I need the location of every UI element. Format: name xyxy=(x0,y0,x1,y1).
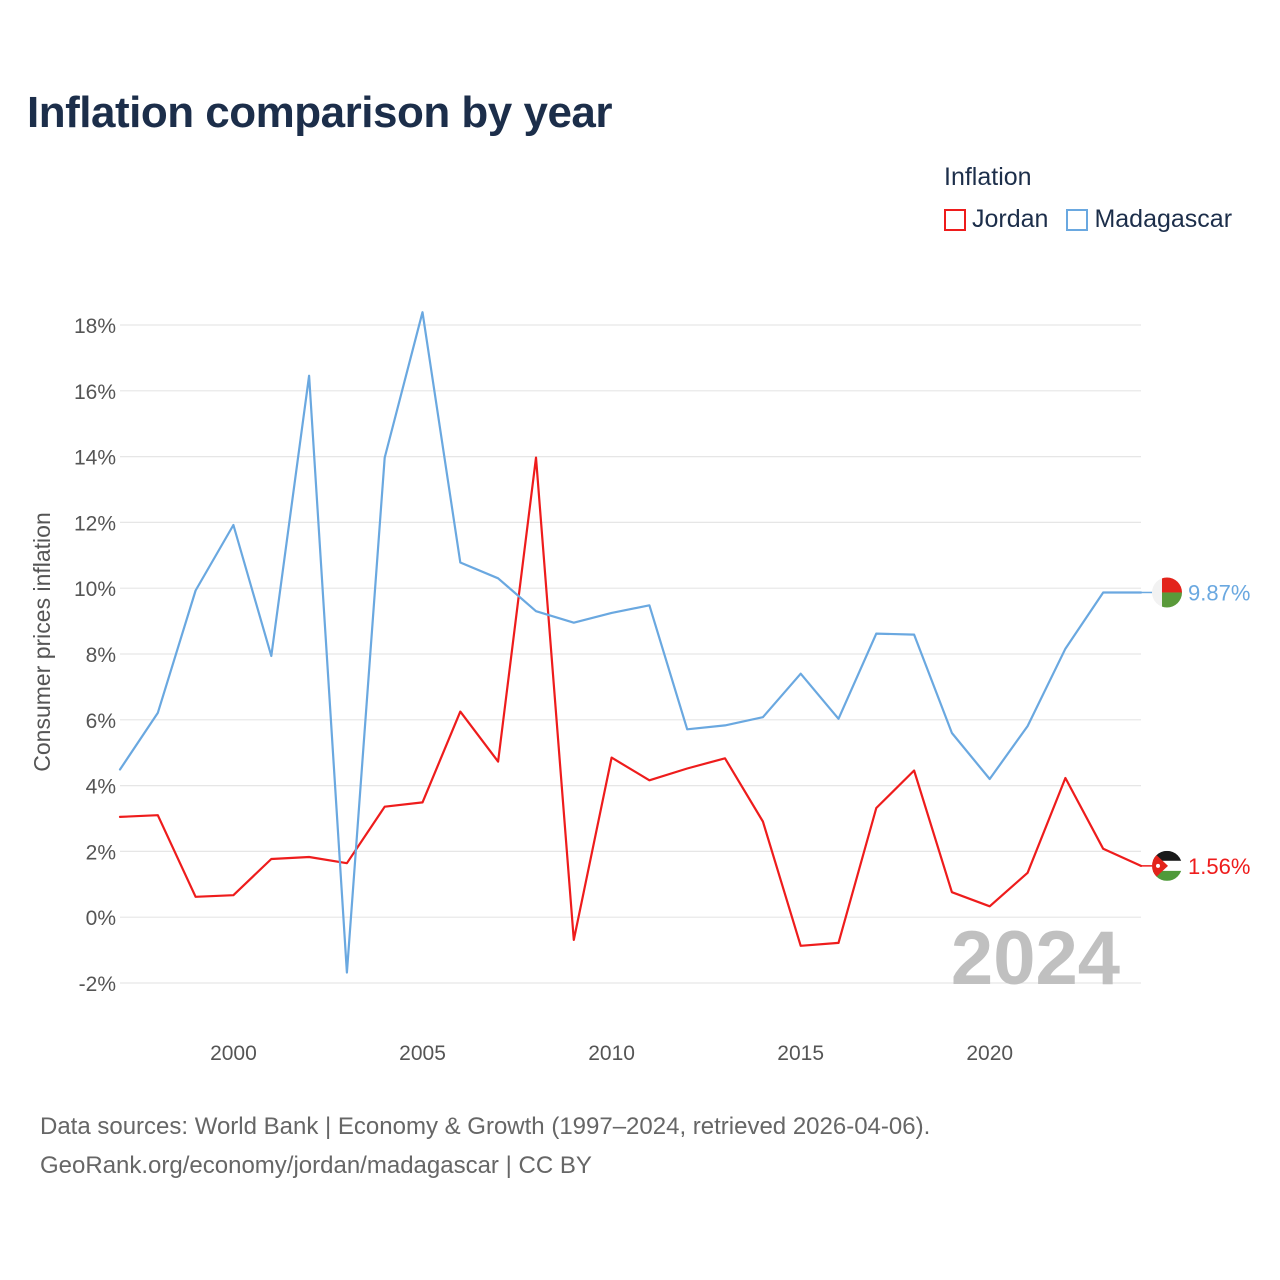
series-line-jordan xyxy=(118,456,1143,947)
x-axis-ticks: 2000 2005 2010 2015 2020 xyxy=(210,1042,1013,1065)
y-tick-label: -2% xyxy=(79,973,116,996)
y-tick-label: 18% xyxy=(74,315,116,338)
legend-swatch-madagascar xyxy=(1066,208,1089,231)
y-tick-label: 2% xyxy=(86,841,116,864)
y-tick-label: 14% xyxy=(74,447,116,470)
legend-swatch-jordan xyxy=(944,208,966,231)
source-note: Data sources: World Bank | Economy & Gro… xyxy=(40,1113,931,1140)
x-tick-label: 2015 xyxy=(777,1042,824,1065)
legend-item-madagascar[interactable]: Madagascar xyxy=(1066,205,1232,234)
legend-title: Inflation xyxy=(944,163,1032,191)
y-axis-title: Consumer prices inflation xyxy=(29,512,55,772)
end-markers: 1.56% 9.87% xyxy=(1141,577,1250,881)
x-tick-label: 2005 xyxy=(399,1042,446,1065)
x-tick-label: 2010 xyxy=(588,1042,635,1065)
y-tick-label: 10% xyxy=(74,578,116,601)
y-tick-label: 6% xyxy=(86,710,116,733)
source-link[interactable]: GeoRank.org/economy/jordan/madagascar | … xyxy=(40,1152,592,1179)
x-tick-label: 2000 xyxy=(210,1042,257,1065)
legend-label-madagascar: Madagascar xyxy=(1094,205,1233,233)
series-lines xyxy=(118,311,1143,974)
legend-label-jordan: Jordan xyxy=(972,205,1049,233)
y-tick-label: 4% xyxy=(86,776,116,799)
end-label-jordan: 1.56% xyxy=(1188,854,1250,879)
series-line-madagascar xyxy=(118,311,1143,974)
flag-madagascar-icon xyxy=(1152,577,1182,608)
flag-jordan-icon xyxy=(1152,850,1182,881)
footer: Data sources: World Bank | Economy & Gro… xyxy=(40,1107,930,1185)
y-axis-ticks: -2% 0% 2% 4% 6% 8% 10% 12% 14% 16% 18% xyxy=(74,315,116,996)
end-label-madagascar: 9.87% xyxy=(1188,580,1250,605)
y-tick-label: 16% xyxy=(74,381,116,404)
legend: Jordan Madagascar xyxy=(944,205,1250,234)
chart-title: Inflation comparison by year xyxy=(27,88,613,137)
grid-lines xyxy=(120,324,1141,984)
y-tick-label: 8% xyxy=(86,644,116,667)
year-overlay: 2024 xyxy=(951,916,1120,1001)
y-tick-label: 0% xyxy=(86,907,116,930)
y-tick-label: 12% xyxy=(74,512,116,535)
x-tick-label: 2020 xyxy=(966,1042,1013,1065)
legend-item-jordan[interactable]: Jordan xyxy=(944,205,1048,234)
